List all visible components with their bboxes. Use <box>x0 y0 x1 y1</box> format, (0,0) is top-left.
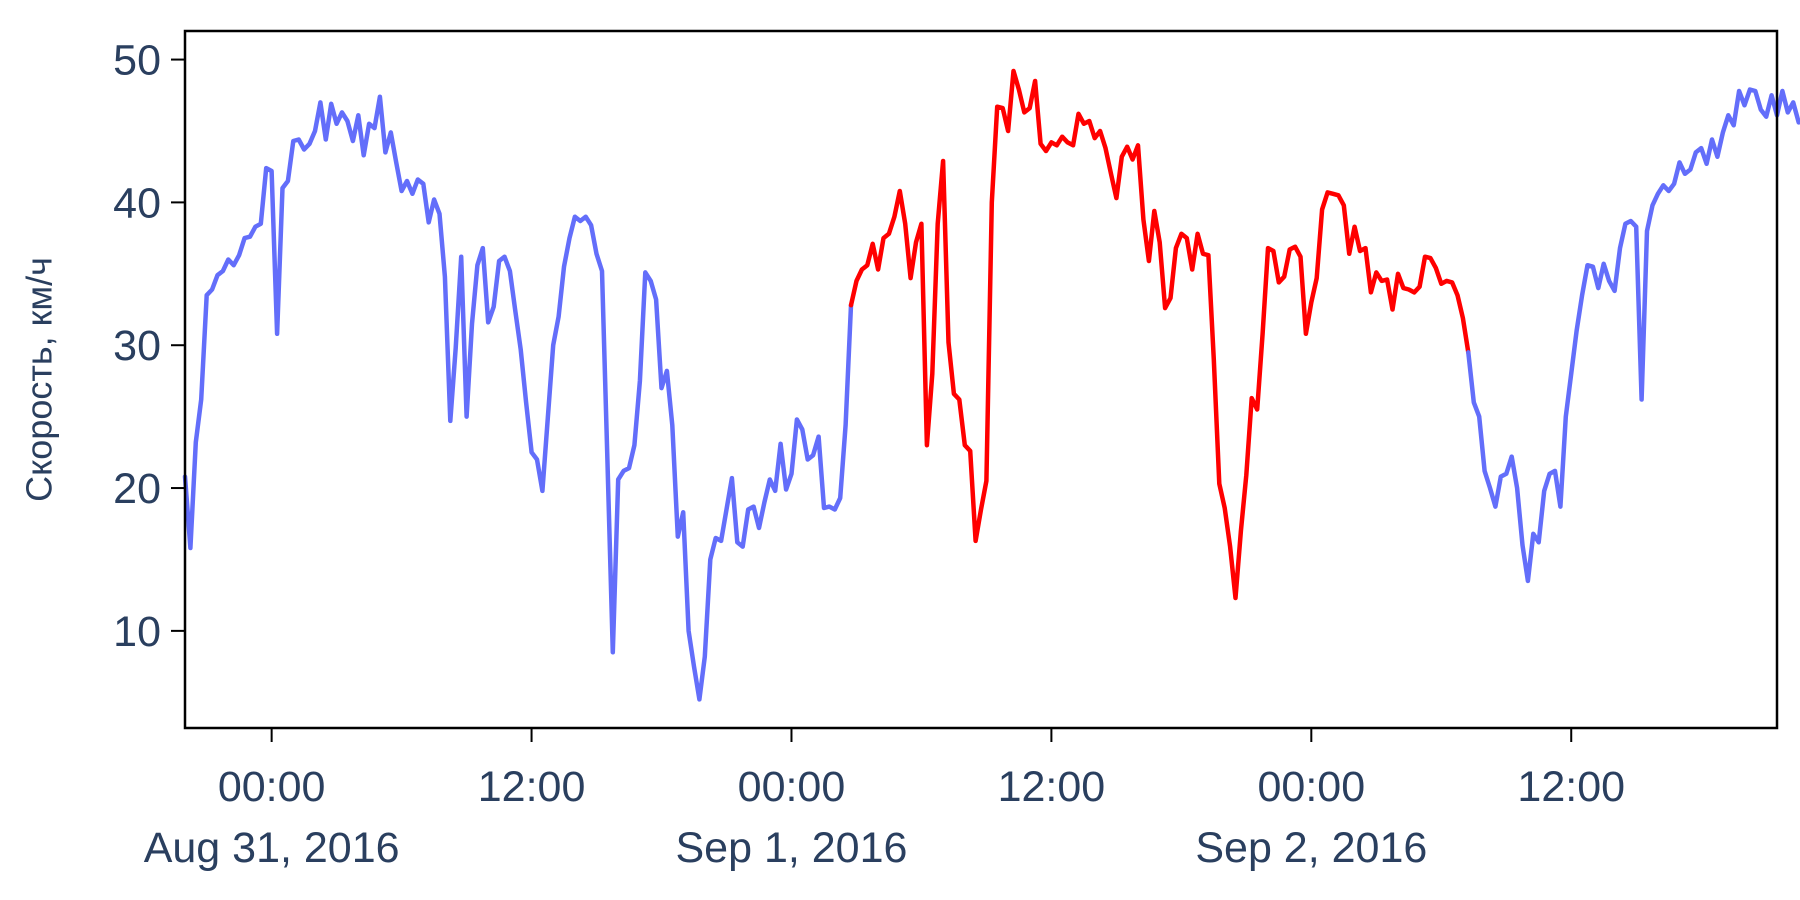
series-line-2 <box>848 68 1471 601</box>
y-tick-label: 10 <box>113 608 161 656</box>
y-axis-title: Скорость, км/ч <box>19 257 60 502</box>
x-tick-label: 00:00 <box>738 763 846 811</box>
series-line-1 <box>182 94 854 702</box>
y-tick-label: 30 <box>113 322 161 370</box>
x-tick-date-label: Sep 2, 2016 <box>1195 824 1427 872</box>
x-tick-label: 12:00 <box>998 763 1106 811</box>
x-tick-label: 12:00 <box>1517 763 1625 811</box>
series-line-3 <box>1466 87 1800 584</box>
x-tick-date-label: Aug 31, 2016 <box>144 824 400 872</box>
plot-lines <box>182 68 1800 702</box>
x-tick-label: 12:00 <box>478 763 586 811</box>
x-tick-label: 00:00 <box>1258 763 1366 811</box>
x-axis: 00:00 Aug 31, 2016 12:00 00:00 Sep 1, 2016 12… <box>144 728 1625 872</box>
y-axis: 10 20 30 40 50 <box>113 37 185 656</box>
x-tick-date-label: Sep 1, 2016 <box>676 824 908 872</box>
plot-frame <box>183 29 1779 730</box>
x-tick-label: 00:00 <box>218 763 326 811</box>
y-tick-label: 20 <box>113 465 161 513</box>
y-tick-label: 50 <box>113 37 161 85</box>
y-tick-label: 40 <box>113 179 161 227</box>
